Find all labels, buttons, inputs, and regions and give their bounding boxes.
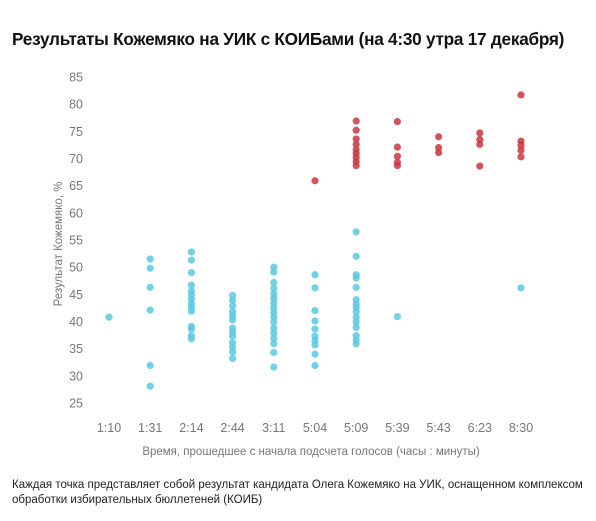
x-axis-label: Время, прошедшее с начала подсчета голос… xyxy=(142,446,480,458)
data-point-low xyxy=(187,269,195,277)
data-point-low xyxy=(352,318,360,326)
data-point-low xyxy=(270,329,278,337)
data-point-low xyxy=(229,316,237,324)
x-axis-ticks: 1:10 1:31 2:14 2:44 3:11 5:04 5:09 5:39 5:43 6:23… xyxy=(97,421,533,435)
data-point-low xyxy=(187,281,195,289)
data-point-low xyxy=(352,274,360,282)
data-point-high xyxy=(476,129,484,137)
x-tick-label: 1:31 xyxy=(138,421,162,435)
y-tick-label: 55 xyxy=(69,234,83,248)
data-point-low xyxy=(270,278,278,286)
data-point-high xyxy=(517,146,525,154)
data-point-low xyxy=(352,252,360,260)
y-tick-label: 75 xyxy=(69,125,83,139)
data-point-high xyxy=(435,133,443,141)
y-tick-label: 30 xyxy=(69,369,83,383)
y-tick-label: 25 xyxy=(69,397,83,411)
y-tick-label: 45 xyxy=(69,288,83,302)
data-point-low xyxy=(229,354,237,363)
data-point-low xyxy=(270,334,278,342)
data-point-low xyxy=(270,268,278,276)
data-point-low xyxy=(270,348,278,357)
data-point-low xyxy=(146,255,154,263)
data-point-high xyxy=(476,140,484,148)
data-point-high xyxy=(352,161,360,170)
x-tick-label: 3:11 xyxy=(262,421,285,435)
x-tick-label: 1:10 xyxy=(97,421,121,435)
y-tick-label: 50 xyxy=(69,261,83,275)
y-tick-label: 80 xyxy=(69,98,83,112)
chart-title: Результаты Кожемяко на УИК с КОИБами (на… xyxy=(12,29,565,49)
data-point-low xyxy=(146,306,154,314)
x-tick-label: 5:04 xyxy=(303,421,327,435)
x-tick-label: 2:14 xyxy=(179,421,203,435)
data-point-low xyxy=(311,284,319,292)
data-point-low xyxy=(352,228,360,236)
data-point-low xyxy=(146,361,154,370)
data-point-high xyxy=(393,117,401,126)
data-point-high xyxy=(352,135,360,143)
data-point-low xyxy=(187,325,195,333)
data-point-low xyxy=(146,283,154,291)
data-point-low xyxy=(352,323,360,332)
x-tick-label: 5:39 xyxy=(385,421,409,435)
data-point-high xyxy=(311,177,319,185)
data-point-low xyxy=(311,317,319,325)
data-point-low xyxy=(352,308,360,316)
x-tick-label: 5:43 xyxy=(426,421,450,435)
data-point-low xyxy=(270,340,278,348)
data-point-low xyxy=(229,296,237,304)
data-points xyxy=(105,91,525,390)
data-point-low xyxy=(187,307,195,315)
data-point-low xyxy=(311,361,319,370)
data-point-low xyxy=(311,307,319,315)
y-tick-label: 60 xyxy=(69,206,83,220)
y-axis-label: Результат Кожемяко, % xyxy=(53,182,65,307)
data-point-low xyxy=(187,335,195,343)
data-point-low xyxy=(311,350,319,358)
y-tick-label: 65 xyxy=(69,179,83,193)
data-point-low xyxy=(311,341,319,349)
data-point-high xyxy=(517,91,525,99)
data-point-low xyxy=(352,283,360,291)
y-tick-label: 70 xyxy=(69,152,83,166)
y-tick-label: 40 xyxy=(69,315,83,329)
data-point-low xyxy=(270,318,278,326)
data-point-low xyxy=(146,382,154,390)
data-point-low xyxy=(187,256,195,264)
data-point-high xyxy=(352,117,360,125)
data-point-low xyxy=(229,332,237,340)
data-point-high xyxy=(352,140,360,148)
data-point-low xyxy=(352,340,360,348)
x-tick-label: 2:44 xyxy=(220,421,244,435)
y-axis-ticks: 25 30 35 40 45 50 55 60 65 70 75 80 85 xyxy=(69,71,83,411)
data-point-high xyxy=(393,143,401,151)
data-point-low xyxy=(311,325,319,333)
data-point-low xyxy=(517,284,525,292)
x-tick-label: 5:09 xyxy=(344,421,368,435)
data-point-low xyxy=(187,248,195,256)
chart-footnote: Каждая точка представляет собой результа… xyxy=(12,479,583,506)
data-point-low xyxy=(393,313,401,321)
data-point-low xyxy=(229,302,237,310)
data-point-high xyxy=(435,148,443,157)
data-point-high xyxy=(393,152,401,160)
x-tick-label: 8:30 xyxy=(509,421,533,435)
data-point-high xyxy=(517,153,525,161)
data-point-low xyxy=(311,271,319,279)
data-point-low xyxy=(105,313,113,321)
y-tick-label: 35 xyxy=(69,342,83,356)
scatter-chart: 25 30 35 40 45 50 55 60 65 70 75 80 85 1:10 1:31 2:14 2… xyxy=(53,71,533,459)
data-point-low xyxy=(146,264,154,272)
data-point-high xyxy=(352,126,360,134)
data-point-low xyxy=(270,363,278,371)
x-tick-label: 6:23 xyxy=(468,421,492,435)
data-point-low xyxy=(229,348,237,356)
data-point-high xyxy=(393,161,401,170)
data-point-high xyxy=(476,162,484,170)
y-tick-label: 85 xyxy=(69,71,83,85)
data-point-low xyxy=(270,284,278,292)
